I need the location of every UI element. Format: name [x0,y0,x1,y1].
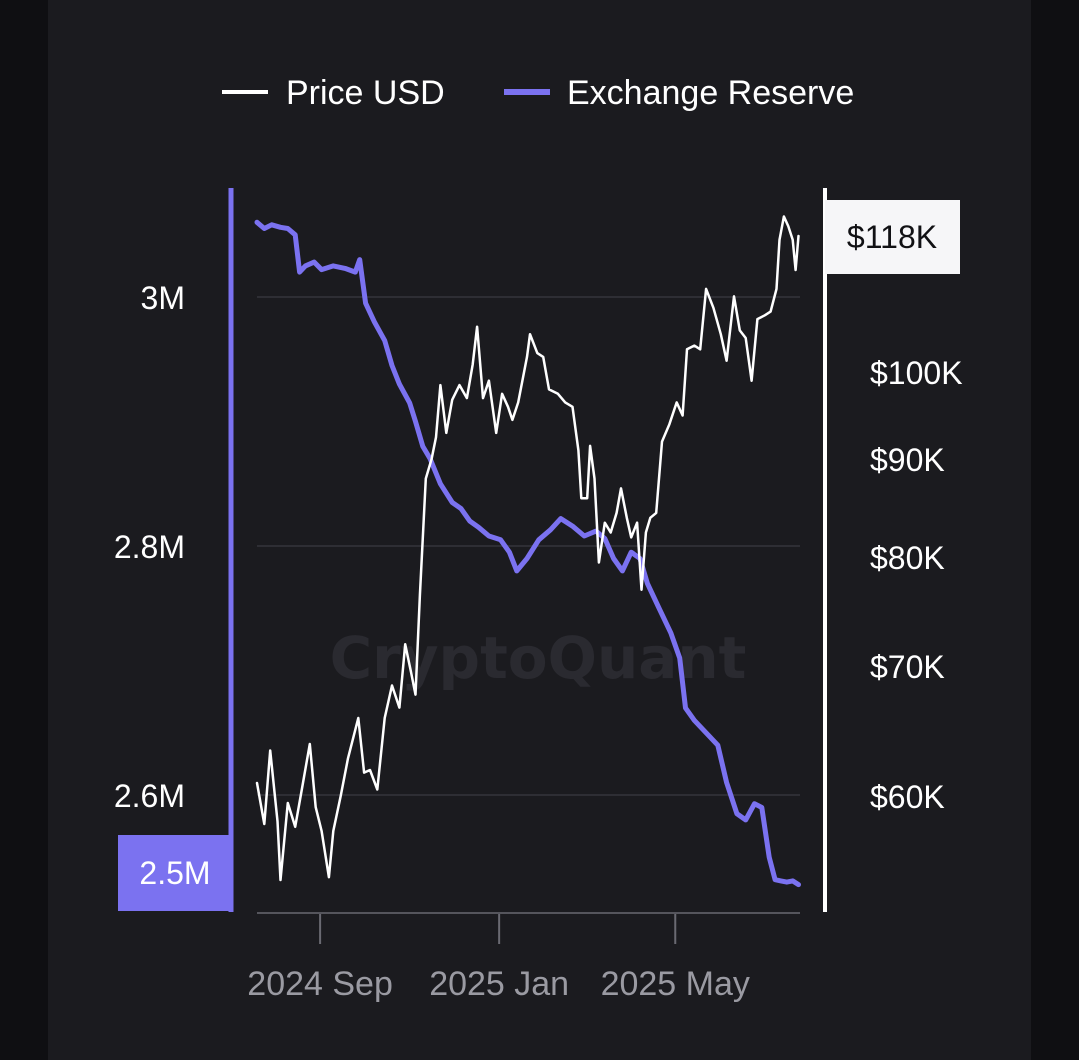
right-tick-label: $60K [870,779,945,815]
series-layer [254,215,801,888]
x-tick-label: 2024 Sep [247,965,393,1003]
left-tick-label: 2.6M [114,778,185,814]
legend[interactable]: Price USD Exchange Reserve [222,74,854,112]
left-axis-ticks: 3M 2.8M 2.6M [114,280,185,814]
right-tick-label: $70K [870,649,945,685]
x-axis-ticks: 2024 Sep 2025 Jan 2025 May [247,914,750,1003]
right-tick-label: $90K [870,442,945,478]
price-badge-label: $118K [847,219,937,255]
reserve-badge-rect [118,835,231,911]
series-line-exchange-reserve [254,219,801,888]
x-tick-label: 2025 May [601,965,750,1003]
series-line-price-usd [255,215,800,882]
reserve-current-badge: 2.5M [118,835,231,911]
legend-label-price[interactable]: Price USD [286,74,445,112]
right-tick-label: $80K [870,540,945,576]
right-axis-ticks: $100K $90K $80K $70K $60K [870,355,963,815]
grid-lines [257,296,800,796]
legend-label-reserve[interactable]: Exchange Reserve [567,74,854,112]
reserve-badge-label: 2.5M [139,855,210,891]
watermark: CryptoQuant [330,624,747,692]
right-tick-label: $100K [870,355,963,391]
price-current-badge: $118K [825,200,960,274]
price-badge-rect [825,200,960,274]
left-tick-label: 2.8M [114,529,185,565]
x-tick-label: 2025 Jan [429,965,569,1003]
left-tick-label: 3M [141,280,185,316]
